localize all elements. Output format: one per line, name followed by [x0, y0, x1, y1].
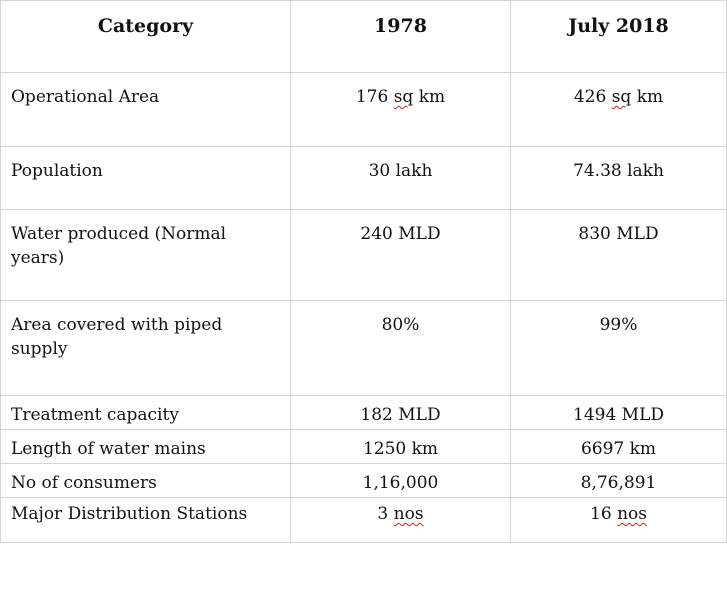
value-1978: 176 sq km [290, 72, 511, 147]
row-category: Area covered with piped supply [0, 300, 291, 396]
table-row: No of consumers 1,16,000 8,76,891 [0, 463, 727, 498]
header-category: Category [0, 0, 291, 73]
value-1978: 1,16,000 [290, 463, 511, 498]
value-2018: 74.38 lakh [510, 146, 727, 210]
value-2018: 16 nos [510, 497, 727, 543]
header-row: Category 1978 July 2018 [0, 0, 727, 73]
table-row: Length of water mains 1250 km 6697 km [0, 429, 727, 464]
value-2018: 830 MLD [510, 209, 727, 301]
value-1978: 80% [290, 300, 511, 396]
table-row: Treatment capacity 182 MLD 1494 MLD [0, 395, 727, 430]
value-2018: 426 sq km [510, 72, 727, 147]
table-row: Area covered with piped supply 80% 99% [0, 300, 727, 396]
row-category: Operational Area [0, 72, 291, 147]
row-category: Length of water mains [0, 429, 291, 464]
spellcheck-word: nos [617, 504, 647, 524]
value-2018: 6697 km [510, 429, 727, 464]
value-unit: km [631, 87, 664, 107]
value-number: 426 [573, 87, 607, 107]
spellcheck-word: nos [393, 504, 424, 524]
header-july-2018: July 2018 [510, 0, 727, 73]
value-1978: 30 lakh [290, 146, 511, 210]
row-category: Water produced (Normal years) [0, 209, 291, 301]
value-2018: 1494 MLD [510, 395, 727, 430]
value-number: 176 [355, 87, 389, 107]
row-category: Treatment capacity [0, 395, 291, 430]
value-1978: 3 nos [290, 497, 511, 543]
header-1978: 1978 [290, 0, 511, 73]
value-1978: 182 MLD [290, 395, 511, 430]
value-1978: 1250 km [290, 429, 511, 464]
spellcheck-word: sq [393, 87, 414, 107]
value-2018: 8,76,891 [510, 463, 727, 498]
table-row: Operational Area 176 sq km 426 sq km [0, 72, 727, 147]
table-row: Water produced (Normal years) 240 MLD 83… [0, 209, 727, 301]
value-number: 16 [590, 504, 618, 524]
value-1978: 240 MLD [290, 209, 511, 301]
row-category: Major Distribution Stations [0, 497, 291, 543]
row-category: Population [0, 146, 291, 210]
spellcheck-word: sq [611, 87, 632, 107]
value-unit: km [413, 87, 446, 107]
table-row: Major Distribution Stations 3 nos 16 nos [0, 497, 727, 543]
value-2018: 99% [510, 300, 727, 396]
value-number: 3 [377, 504, 394, 524]
row-category: No of consumers [0, 463, 291, 498]
statistics-table: Category 1978 July 2018 Operational Area… [0, 0, 727, 543]
table-row: Population 30 lakh 74.38 lakh [0, 146, 727, 210]
